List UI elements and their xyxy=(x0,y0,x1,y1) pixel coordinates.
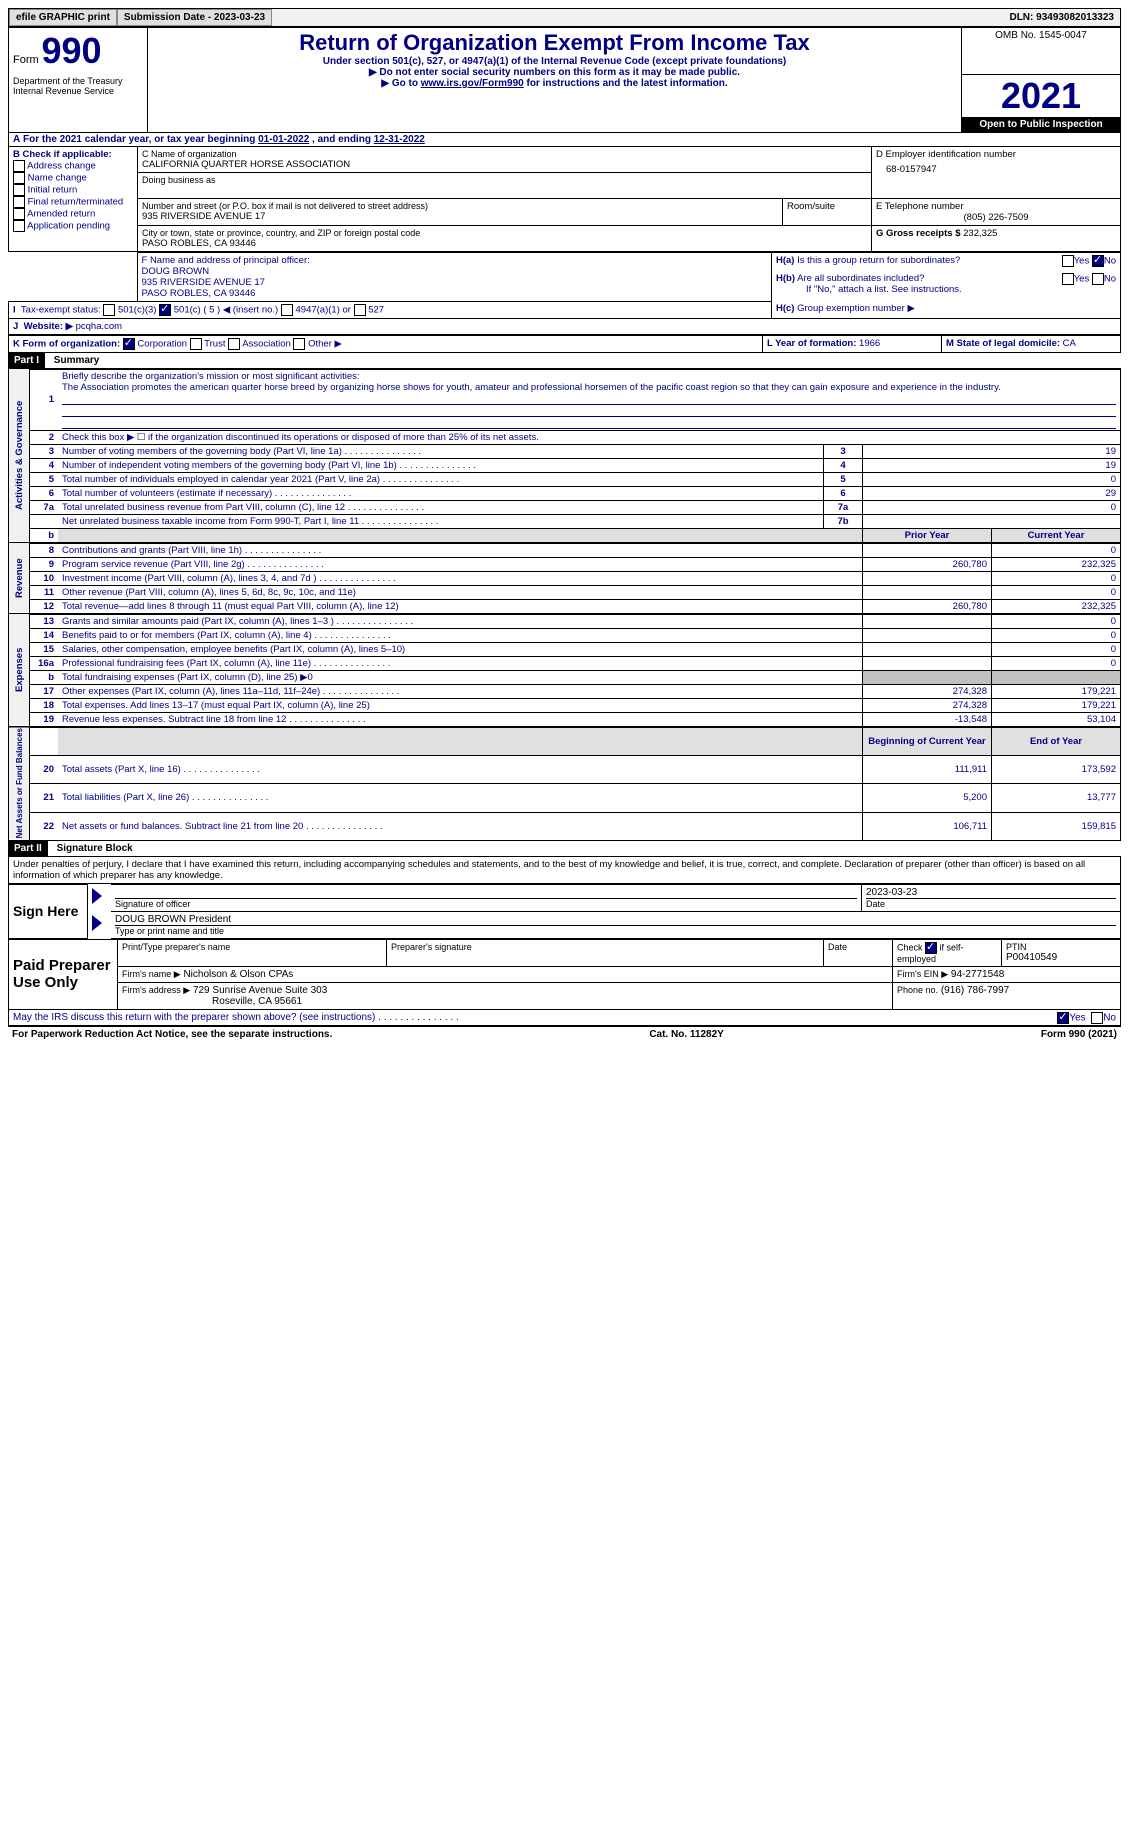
officer-name-title: DOUG BROWN President xyxy=(115,914,1116,926)
street: 935 RIVERSIDE AVENUE 17 xyxy=(142,211,778,222)
j-label: Website: ▶ xyxy=(24,321,73,332)
i-label: Tax-exempt status: xyxy=(21,304,101,315)
street-label: Number and street (or P.O. box if mail i… xyxy=(142,201,778,211)
section-klm: K Form of organization: Corporation Trus… xyxy=(8,335,1121,353)
open-to-public: Open to Public Inspection xyxy=(962,117,1120,132)
row-a: A For the 2021 calendar year, or tax yea… xyxy=(8,133,1121,146)
part-1-header: Part I Summary xyxy=(8,353,1121,369)
k-label: K Form of organization: xyxy=(13,338,120,349)
sign-arrow-icon-2 xyxy=(92,915,102,931)
page-footer: For Paperwork Reduction Act Notice, see … xyxy=(8,1026,1121,1042)
c-label: C Name of organization xyxy=(142,149,867,159)
self-employed: Check if self-employed xyxy=(893,939,1002,966)
footer-mid: Cat. No. 11282Y xyxy=(649,1029,723,1040)
type-name-label: Type or print name and title xyxy=(115,926,1116,936)
mission-text: The Association promotes the american qu… xyxy=(62,382,1001,393)
mission-label: Briefly describe the organization's miss… xyxy=(62,371,360,382)
firm-addr2: Roseville, CA 95661 xyxy=(122,996,302,1007)
discuss-row: May the IRS discuss this return with the… xyxy=(8,1010,1121,1026)
side-expenses: Expenses xyxy=(9,614,30,726)
preparer-sig-label: Preparer's signature xyxy=(391,942,819,952)
section-b-g: B Check if applicable: Address change Na… xyxy=(8,146,1121,252)
declaration: Under penalties of perjury, I declare th… xyxy=(8,857,1121,884)
officer-addr2: PASO ROBLES, CA 93446 xyxy=(142,288,768,299)
omb-number: OMB No. 1545-0047 xyxy=(962,28,1121,75)
side-revenue: Revenue xyxy=(9,543,30,613)
d-label: D Employer identification number xyxy=(876,149,1116,160)
row-2: Check this box ▶ ☐ if the organization d… xyxy=(58,430,1121,444)
revenue-table: Revenue 8Contributions and grants (Part … xyxy=(8,543,1121,614)
subtitle-2: ▶ Do not enter social security numbers o… xyxy=(152,67,957,78)
firm-ein: 94-2771548 xyxy=(951,969,1004,980)
hc-label: Group exemption number ▶ xyxy=(797,303,915,314)
chk-final[interactable]: Final return/terminated xyxy=(13,196,133,208)
sign-here-table: Sign Here Signature of officer 2023-03-2… xyxy=(8,884,1121,939)
city: PASO ROBLES, CA 93446 xyxy=(142,238,867,249)
hb-label: Are all subordinates included? xyxy=(797,273,924,284)
firm-name: Nicholson & Olson CPAs xyxy=(183,969,293,980)
section-f-h: F Name and address of principal officer:… xyxy=(8,252,1121,335)
firm-addr1: 729 Sunrise Avenue Suite 303 xyxy=(193,985,327,996)
chk-address[interactable]: Address change xyxy=(13,160,133,172)
b-label: B Check if applicable: xyxy=(13,149,133,160)
gross-receipts: 232,325 xyxy=(963,228,997,239)
subtitle-1: Under section 501(c), 527, or 4947(a)(1)… xyxy=(152,56,957,67)
ptin: P00410549 xyxy=(1006,952,1116,963)
form-label: Form xyxy=(13,54,39,66)
form-title: Return of Organization Exempt From Incom… xyxy=(152,30,957,56)
chk-name[interactable]: Name change xyxy=(13,172,133,184)
sig-date: 2023-03-23 xyxy=(866,887,1116,899)
chk-amended[interactable]: Amended return xyxy=(13,208,133,220)
chk-pending[interactable]: Application pending xyxy=(13,220,133,232)
paid-preparer-table: Paid Preparer Use Only Print/Type prepar… xyxy=(8,939,1121,1010)
city-label: City or town, state or province, country… xyxy=(142,228,867,238)
org-name: CALIFORNIA QUARTER HORSE ASSOCIATION xyxy=(142,159,867,170)
part-2-header: Part II Signature Block xyxy=(8,841,1121,857)
website: pcqha.com xyxy=(76,321,122,332)
chk-initial[interactable]: Initial return xyxy=(13,184,133,196)
ha-label: Is this a group return for subordinates? xyxy=(797,255,960,266)
dln: DLN: 93493082013323 xyxy=(1003,12,1120,23)
officer-name: DOUG BROWN xyxy=(142,266,768,277)
subtitle-3: ▶ Go to www.irs.gov/Form990 for instruct… xyxy=(152,78,957,89)
print-name-label: Print/Type preparer's name xyxy=(122,942,382,952)
expenses-table: Expenses 13Grants and similar amounts pa… xyxy=(8,614,1121,727)
footer-left: For Paperwork Reduction Act Notice, see … xyxy=(12,1029,332,1040)
summary-table: Activities & Governance 1 Briefly descri… xyxy=(8,369,1121,543)
tax-year: 2021 xyxy=(962,75,1120,117)
telephone: (805) 226-7509 xyxy=(876,212,1116,223)
footer-right: Form 990 (2021) xyxy=(1041,1029,1117,1040)
prep-date-label: Date xyxy=(824,939,893,966)
date-label: Date xyxy=(866,899,1116,909)
submission-date: Submission Date - 2023-03-23 xyxy=(117,9,272,26)
firm-phone: (916) 786-7997 xyxy=(941,985,1009,996)
room-label: Room/suite xyxy=(783,198,872,225)
state-domicile: CA xyxy=(1063,338,1076,349)
hb-note: If "No," attach a list. See instructions… xyxy=(776,284,962,295)
paid-preparer-label: Paid Preparer Use Only xyxy=(9,939,118,1009)
form-number: 990 xyxy=(41,30,101,71)
side-netassets: Net Assets or Fund Balances xyxy=(9,727,30,840)
sig-officer-label: Signature of officer xyxy=(115,899,857,909)
sign-here-label: Sign Here xyxy=(9,884,88,938)
netassets-table: Net Assets or Fund Balances Beginning of… xyxy=(8,727,1121,841)
f-label: F Name and address of principal officer: xyxy=(142,255,768,266)
ein: 68-0157947 xyxy=(876,160,1116,179)
irs-link[interactable]: www.irs.gov/Form990 xyxy=(421,78,524,89)
sign-arrow-icon xyxy=(92,888,102,904)
dba-label: Doing business as xyxy=(142,175,867,185)
department: Department of the Treasury Internal Reve… xyxy=(9,74,148,132)
efile-button[interactable]: efile GRAPHIC print xyxy=(9,9,117,26)
form-header: Form 990 Return of Organization Exempt F… xyxy=(8,27,1121,133)
g-label: G Gross receipts $ xyxy=(876,228,960,239)
top-bar: efile GRAPHIC print Submission Date - 20… xyxy=(8,8,1121,27)
officer-addr1: 935 RIVERSIDE AVENUE 17 xyxy=(142,277,768,288)
e-label: E Telephone number xyxy=(876,201,1116,212)
ptin-label: PTIN xyxy=(1006,942,1116,952)
side-governance: Activities & Governance xyxy=(9,369,30,542)
year-formation: 1966 xyxy=(859,338,880,349)
